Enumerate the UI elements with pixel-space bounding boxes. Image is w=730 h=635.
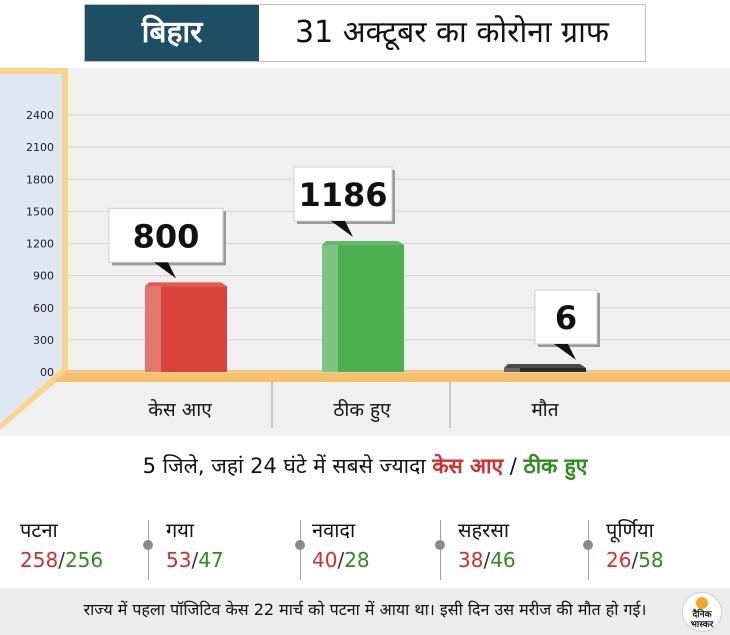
district-recovered: 256: [64, 548, 104, 572]
district-recovered: 47: [198, 548, 224, 572]
districts-title-prefix: 5 जिले, जहां 24 घंटे में सबसे ज्यादा: [142, 454, 426, 478]
data-label-pointer: [554, 344, 576, 360]
bar-top: [145, 282, 227, 287]
data-label: 800: [133, 217, 200, 255]
y-tick-label: 1200: [26, 238, 54, 251]
dainik-bhaskar-logo: दैनिक भास्कर: [682, 592, 722, 632]
chart-floor: [54, 370, 730, 382]
y-tick-label: 900: [33, 270, 54, 283]
data-label: 1186: [298, 176, 387, 214]
footer-note: राज्य में पहला पॉजिटिव केस 22 मार्च को प…: [83, 600, 647, 619]
district-separator: [583, 520, 593, 580]
y-tick-label: 00: [40, 366, 54, 379]
district-cases: 38: [458, 548, 484, 572]
bar-chart: 00 300 600 900 1200 1500 1800 2100 2400 800 1186 6: [0, 68, 730, 430]
district-recovered: 28: [344, 548, 370, 572]
bar-top: [504, 364, 586, 368]
y-tick-label: 1800: [26, 173, 54, 186]
district-separator: [435, 520, 445, 580]
district-name: गया: [166, 518, 195, 542]
bar: [322, 244, 404, 372]
logo-line-2: भास्कर: [690, 620, 714, 630]
data-label-pointer: [154, 262, 176, 279]
y-tick-label: 2100: [26, 141, 54, 154]
bar-highlight: [504, 368, 520, 372]
bars: [145, 240, 586, 372]
district-patna: पटना 258/256: [20, 518, 104, 572]
district-saharsa: सहरसा 38/46: [458, 518, 516, 572]
category-label-recovered: ठीक हुए: [333, 399, 391, 421]
y-axis-ticks: 00 300 600 900 1200 1500 1800 2100 2400: [26, 109, 54, 379]
district-separator: [143, 520, 153, 580]
data-label-box: [534, 289, 598, 345]
bar: [145, 286, 227, 372]
district-cases: 40: [312, 548, 338, 572]
district-cases: 53: [166, 548, 192, 572]
category-label-deaths: मौत: [531, 399, 559, 421]
recovered-legend: ठीक हुए: [523, 454, 588, 478]
district-name: सहरसा: [458, 518, 510, 542]
district-name: पूर्णिया: [606, 518, 654, 542]
district-cases: 26: [606, 548, 632, 572]
bar-top: [322, 240, 404, 245]
legend-slash: /: [509, 454, 517, 478]
category-label-cases: केस आए: [148, 399, 212, 421]
bar-highlight: [145, 286, 161, 372]
district-nawada: नवादा 40/28: [312, 518, 370, 572]
district-name: पटना: [20, 518, 58, 542]
data-label-box: [293, 166, 393, 222]
districts-title: 5 जिले, जहां 24 घंटे में सबसे ज्यादा केस…: [0, 452, 730, 480]
footer: राज्य में पहला पॉजिटिव केस 22 मार्च को प…: [0, 588, 730, 635]
data-label-box: [108, 207, 224, 263]
data-labels: 800 1186 6: [108, 166, 600, 360]
sun-icon: [696, 597, 708, 609]
district-purnia: पूर्णिया 26/58: [606, 518, 664, 572]
district-recovered: 58: [638, 548, 664, 572]
y-tick-label: 2400: [26, 109, 54, 122]
data-label-pointer: [331, 220, 353, 237]
district-recovered: 46: [490, 548, 516, 572]
bar-highlight: [322, 244, 338, 372]
data-label: 6: [555, 299, 577, 337]
district-gaya: गया 53/47: [166, 518, 224, 572]
y-tick-label: 1500: [26, 205, 54, 218]
district-separator: [295, 520, 305, 580]
cases-legend: केस आए: [432, 454, 504, 478]
logo-line-1: दैनिक: [692, 610, 712, 620]
y-tick-label: 600: [33, 302, 54, 315]
page-title: 31 अक्टूबर का कोरोना ग्राफ: [294, 15, 609, 50]
state-name: बिहार: [85, 5, 259, 61]
district-cases: 258: [20, 548, 59, 572]
district-name: नवादा: [312, 518, 356, 542]
axis-wall-face: [0, 74, 62, 424]
header: बिहार 31 अक्टूबर का कोरोना ग्राफ: [84, 4, 646, 62]
bar: [504, 368, 586, 372]
y-tick-label: 300: [33, 334, 54, 347]
